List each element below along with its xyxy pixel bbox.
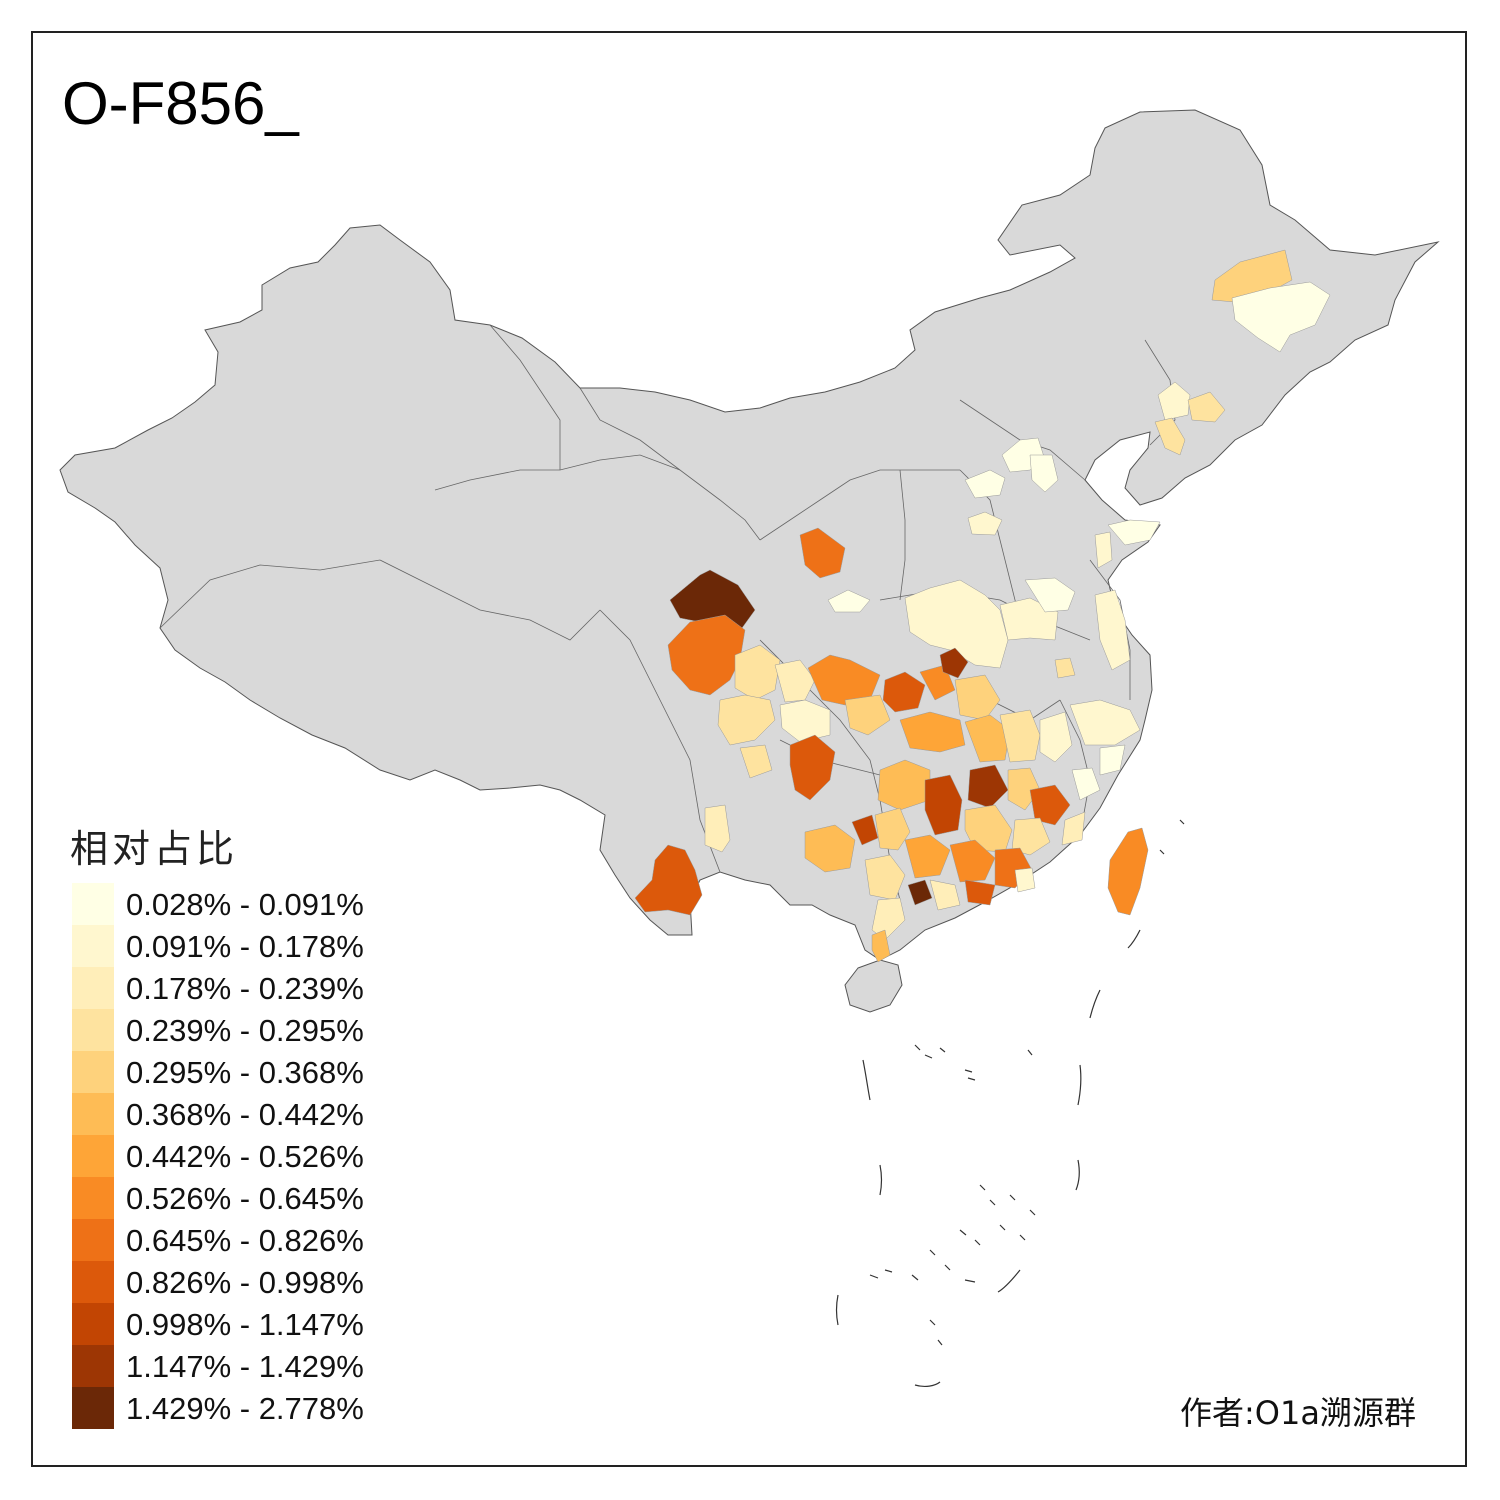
region-sichuan-c [717, 694, 776, 746]
region-henan [904, 579, 1009, 669]
region-zhejiang-b [1069, 699, 1141, 746]
region-guizhou-a [804, 824, 856, 873]
region-leizhou [871, 929, 891, 963]
legend-swatch [72, 1051, 114, 1093]
region-jiangsu-north [1024, 577, 1076, 613]
region-taiwan [1107, 827, 1149, 916]
legend-swatch [72, 967, 114, 1009]
region-gansu [799, 527, 846, 579]
legend-title: 相对占比 [70, 827, 239, 871]
region-jiangxi-d [1011, 817, 1051, 856]
region-sichuan-e [807, 654, 881, 706]
legend-label: 0.295% - 0.368% [126, 1055, 364, 1090]
legend-label: 0.368% - 0.442% [126, 1097, 364, 1132]
legend-label: 1.429% - 2.778% [126, 1391, 364, 1426]
data-regions [634, 249, 1331, 963]
region-guangdong-d [929, 879, 961, 911]
region-yunnan-b [634, 844, 703, 916]
region-guangxi-a [874, 807, 911, 851]
region-anhui-small [1054, 657, 1076, 679]
legend-label: 0.826% - 0.998% [126, 1265, 364, 1300]
legend-swatch [72, 1261, 114, 1303]
legend-swatch [72, 1177, 114, 1219]
region-chongqing-b [919, 664, 956, 701]
region-shaanxi-a [827, 589, 871, 613]
legend-swatch [72, 883, 114, 925]
region-sichuan-south [789, 734, 836, 801]
legend-swatch [72, 1303, 114, 1345]
region-hunan-dark [924, 774, 963, 836]
region-fujian-a [1029, 784, 1071, 826]
legend-swatch [72, 925, 114, 967]
region-sichuan-d [779, 699, 831, 743]
legend-swatch [72, 1135, 114, 1177]
region-hebei-b [1029, 454, 1059, 493]
region-shandong-b [1094, 531, 1113, 569]
legend-label: 1.147% - 1.429% [126, 1349, 364, 1384]
region-hunan-c [877, 759, 931, 811]
legend-label: 0.091% - 0.178% [126, 929, 364, 964]
china-landmass [59, 109, 1440, 961]
region-hubei-dark [939, 647, 969, 679]
legend-swatch [72, 1009, 114, 1051]
region-chongqing [882, 671, 926, 713]
region-sichuan-g [739, 744, 773, 779]
region-guizhou-dark [851, 814, 879, 846]
legend-label: 0.239% - 0.295% [126, 1013, 364, 1048]
region-zhejiang-a [1039, 711, 1073, 763]
south-sea-islands [835, 819, 1185, 1388]
legend-swatch [72, 1345, 114, 1387]
region-guangxi-b [904, 834, 951, 879]
map-frame [31, 31, 1467, 1467]
region-jiangxi-a [999, 709, 1041, 763]
region-fujian-c [1061, 811, 1086, 846]
region-hunan-a [899, 711, 966, 753]
region-hebei-c [964, 469, 1006, 499]
region-zhejiang-c [1099, 744, 1126, 776]
legend-label: 0.442% - 0.526% [126, 1139, 364, 1174]
region-hubei-a [954, 674, 1001, 721]
region-heilongjiang-b [1231, 281, 1331, 353]
region-shanxi [967, 511, 1003, 536]
author-credit: 作者:O1a溯源群 [1180, 1394, 1416, 1432]
region-sichuan-b [774, 659, 816, 703]
region-sichuan-f [844, 694, 891, 736]
region-guangxi-dark [907, 879, 933, 906]
region-hunan-d [967, 764, 1009, 809]
region-guangdong-a [949, 839, 996, 883]
hainan-island [844, 959, 903, 1013]
region-guangdong-e [964, 879, 996, 906]
region-guangdong-c [1014, 867, 1036, 893]
legend-label: 0.526% - 0.645% [126, 1181, 364, 1216]
legend-label: 0.178% - 0.239% [126, 971, 364, 1006]
legend-swatch [72, 1387, 114, 1429]
region-jiangsu-coast [1094, 589, 1131, 671]
legend-label: 0.998% - 1.147% [126, 1307, 364, 1342]
region-jilin-b [1187, 391, 1226, 423]
region-qinghai-dark [669, 569, 756, 629]
region-sichuan-a [734, 644, 781, 701]
legend-label: 0.028% - 0.091% [126, 887, 364, 922]
region-yunnan-a [704, 804, 731, 853]
region-shandong-a [1107, 519, 1161, 546]
legend-swatch [72, 1093, 114, 1135]
region-guangxi-c [864, 854, 906, 901]
map-title: O-F856_ [62, 70, 299, 137]
region-liaoning [1154, 417, 1186, 456]
region-guangdong-f [871, 897, 906, 941]
region-fujian-b [1071, 767, 1101, 801]
legend-label: 0.645% - 0.826% [126, 1223, 364, 1258]
legend-swatch [72, 1219, 114, 1261]
